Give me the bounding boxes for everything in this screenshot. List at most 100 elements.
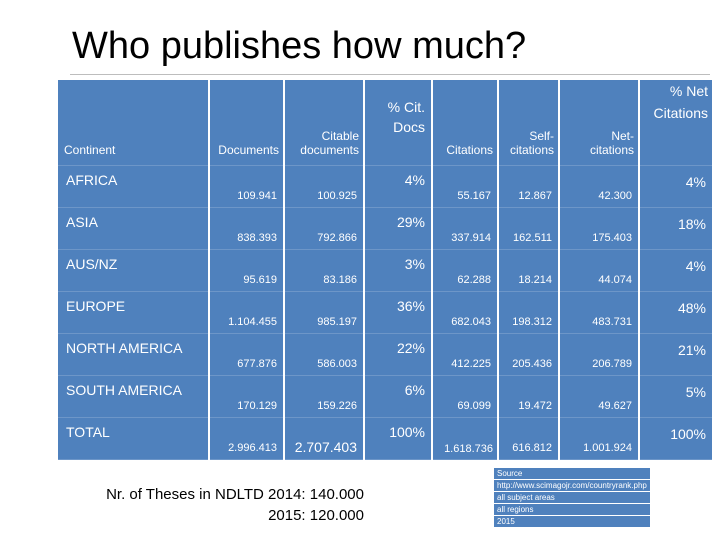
row-pct-cit-docs-value: 6% xyxy=(404,382,425,398)
row-self-citations-value: 162.511 xyxy=(513,232,552,244)
row-self-citations-value: 18.214 xyxy=(518,274,552,286)
header-net-citations: Net- citations xyxy=(560,80,638,166)
publication-table: Continent Documents Citable documents % … xyxy=(58,80,712,460)
table-row-cell-continent: SOUTH AMERICA xyxy=(58,376,208,418)
source-year: 2015 xyxy=(494,516,650,527)
table-row-cell-pct-net-citations: 5% xyxy=(640,376,712,418)
row-self-citations-value: 205.436 xyxy=(512,358,552,370)
row-citations-value: 337.914 xyxy=(451,232,491,244)
row-net-citations-value: 206.789 xyxy=(592,358,632,370)
source-url: http://www.scimagojr.com/countryrank.php xyxy=(494,480,650,491)
row-citable-documents-value: 159.226 xyxy=(317,400,357,412)
header-pct-cit-docs-line2: Docs xyxy=(393,119,425,135)
row-continent-label: SOUTH AMERICA xyxy=(66,382,182,398)
row-citable-documents-value: 83.186 xyxy=(323,274,357,286)
theses-note-line2: 2015: 120.000 xyxy=(268,507,364,524)
row-pct-cit-docs-value: 4% xyxy=(404,172,425,188)
table-row-cell-citations: 55.167 xyxy=(433,166,497,208)
header-pct-net-citations-line2: Citations xyxy=(653,105,708,121)
table-row-cell-citable-documents: 586.003 xyxy=(285,334,363,376)
header-pct-net-citations: % Net Citations xyxy=(640,80,712,166)
row-citable-documents-value: 792.866 xyxy=(317,232,357,244)
source-subject-areas: all subject areas xyxy=(494,492,650,503)
row-net-citations-value: 44.074 xyxy=(598,274,632,286)
table-row-cell-self-citations: 19.472 xyxy=(499,376,558,418)
table-row-cell-documents: 95.619 xyxy=(210,250,283,292)
table-row-cell-pct-net-citations: 4% xyxy=(640,166,712,208)
row-pct-cit-docs-value: 36% xyxy=(396,298,425,314)
table-row-cell-pct-cit-docs: 29% xyxy=(365,208,431,250)
table-row-cell-documents: 677.876 xyxy=(210,334,283,376)
table-row-cell-documents: 1.104.455 xyxy=(210,292,283,334)
row-pct-net-citations-value: 21% xyxy=(677,342,706,358)
table-row-cell-documents: 2.996.413 xyxy=(210,418,283,460)
table-row-cell-net-citations: 1.001.924 xyxy=(560,418,638,460)
table-row-cell-pct-cit-docs: 22% xyxy=(365,334,431,376)
table-row-cell-self-citations: 162.511 xyxy=(499,208,558,250)
row-continent-label: ASIA xyxy=(66,214,98,230)
row-citable-documents-value: 985.197 xyxy=(317,316,357,328)
row-documents-value: 1.104.455 xyxy=(228,316,277,328)
row-citations-value: 62.288 xyxy=(457,274,491,286)
source-box: Source http://www.scimagojr.com/countryr… xyxy=(494,468,650,528)
table-row-cell-continent: NORTH AMERICA xyxy=(58,334,208,376)
row-net-citations-value: 42.300 xyxy=(598,190,632,202)
slide-title: Who publishes how much? xyxy=(72,25,527,67)
header-pct-cit-docs: % Cit. Docs xyxy=(365,80,431,166)
header-self-citations-line2: citations xyxy=(509,143,554,157)
row-pct-net-citations-value: 100% xyxy=(670,426,706,442)
header-pct-net-citations-line1: % Net xyxy=(669,83,708,99)
table-row-cell-citable-documents: 100.925 xyxy=(285,166,363,208)
table-row-cell-citable-documents: 159.226 xyxy=(285,376,363,418)
table-row-cell-documents: 170.129 xyxy=(210,376,283,418)
table-row-cell-net-citations: 175.403 xyxy=(560,208,638,250)
table-row-cell-self-citations: 18.214 xyxy=(499,250,558,292)
theses-note-line1: Nr. of Theses in NDLTD 2014: 140.000 xyxy=(106,486,364,503)
source-regions: all regions xyxy=(494,504,650,515)
theses-note: Nr. of Theses in NDLTD 2014: 140.000 201… xyxy=(60,484,364,526)
row-documents-value: 170.129 xyxy=(237,400,277,412)
header-self-citations: Self- citations xyxy=(499,80,558,166)
table-row-cell-self-citations: 616.812 xyxy=(499,418,558,460)
table-row-cell-citations: 337.914 xyxy=(433,208,497,250)
table-row-cell-documents: 109.941 xyxy=(210,166,283,208)
row-documents-value: 95.619 xyxy=(243,274,277,286)
row-self-citations-value: 198.312 xyxy=(512,316,552,328)
row-citable-documents-value: 586.003 xyxy=(317,358,357,370)
table-row-cell-citable-documents: 83.186 xyxy=(285,250,363,292)
header-continent-label: Continent xyxy=(64,143,116,157)
row-continent-label: AUS/NZ xyxy=(66,256,118,272)
source-label: Source xyxy=(494,468,650,479)
table-row-cell-citable-documents: 985.197 xyxy=(285,292,363,334)
row-pct-net-citations-value: 5% xyxy=(685,384,706,400)
table-row-cell-pct-net-citations: 100% xyxy=(640,418,712,460)
row-documents-value: 838.393 xyxy=(237,232,277,244)
header-documents-label: Documents xyxy=(218,143,279,157)
header-documents: Documents xyxy=(210,80,283,166)
table-row-cell-pct-cit-docs: 3% xyxy=(365,250,431,292)
table-row-cell-continent: TOTAL xyxy=(58,418,208,460)
row-citations-value: 412.225 xyxy=(451,358,491,370)
row-citations-value: 55.167 xyxy=(457,190,491,202)
table-row-cell-citable-documents: 2.707.403 xyxy=(285,418,363,460)
header-self-citations-line1: Self- xyxy=(529,129,554,143)
table-row-cell-citations: 412.225 xyxy=(433,334,497,376)
row-citable-documents-value: 2.707.403 xyxy=(294,439,357,455)
row-documents-value: 109.941 xyxy=(237,190,277,202)
row-pct-net-citations-value: 4% xyxy=(685,258,706,274)
row-net-citations-value: 1.001.924 xyxy=(583,442,632,454)
table-row-cell-citations: 1.618.736 xyxy=(433,418,497,460)
row-pct-net-citations-value: 18% xyxy=(677,216,706,232)
table-row-cell-net-citations: 44.074 xyxy=(560,250,638,292)
table-row-cell-self-citations: 198.312 xyxy=(499,292,558,334)
row-documents-value: 677.876 xyxy=(237,358,277,370)
table-row-cell-net-citations: 483.731 xyxy=(560,292,638,334)
table-row-cell-citations: 62.288 xyxy=(433,250,497,292)
table-row-cell-self-citations: 12.867 xyxy=(499,166,558,208)
row-citations-value: 682.043 xyxy=(451,316,491,328)
table-row-cell-net-citations: 42.300 xyxy=(560,166,638,208)
row-pct-cit-docs-value: 22% xyxy=(396,340,425,356)
table-row-cell-documents: 838.393 xyxy=(210,208,283,250)
header-citable-documents-line1: Citable xyxy=(321,129,359,143)
table-row-cell-continent: AFRICA xyxy=(58,166,208,208)
